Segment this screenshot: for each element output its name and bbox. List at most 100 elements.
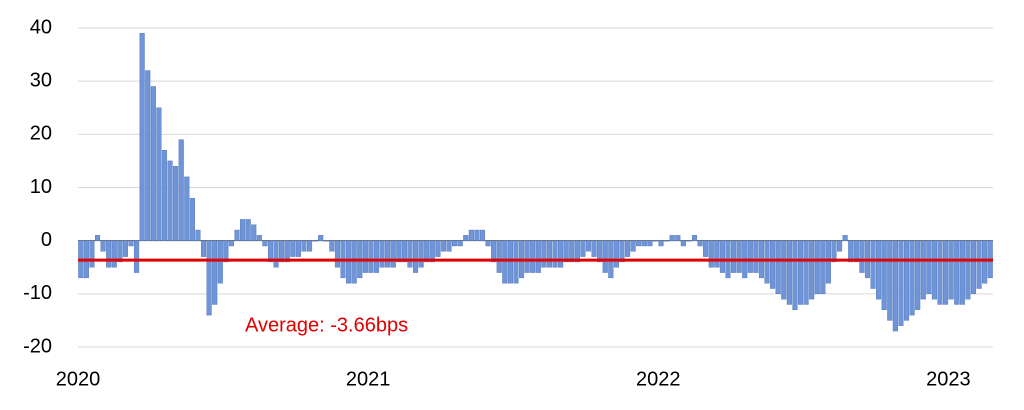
bar: [189, 197, 195, 241]
bar: [680, 240, 686, 247]
bar: [876, 240, 882, 300]
bar: [106, 240, 112, 268]
bar: [909, 240, 915, 316]
bar: [703, 240, 709, 257]
bar: [284, 240, 290, 263]
bar: [94, 235, 101, 241]
bar: [848, 240, 854, 263]
bar: [892, 240, 898, 332]
bar: [664, 240, 670, 242]
bar: [602, 240, 608, 273]
bar: [496, 240, 502, 273]
bar: [262, 240, 268, 247]
bar: [256, 235, 262, 241]
bar: [407, 240, 413, 268]
bar: [597, 240, 603, 263]
bar: [89, 240, 95, 268]
bar: [424, 240, 430, 263]
bar: [457, 240, 463, 247]
bar: [145, 70, 151, 241]
bar: [334, 240, 340, 268]
bar: [731, 240, 737, 273]
bar: [452, 240, 458, 247]
bar: [301, 240, 307, 252]
bar: [468, 229, 474, 241]
bar: [814, 240, 820, 295]
x-tick-label: 2021: [346, 368, 391, 390]
bar: [479, 229, 486, 241]
bar: [139, 33, 145, 241]
y-tick-label: -20: [23, 335, 52, 357]
bar: [346, 240, 352, 284]
bar: [546, 240, 552, 268]
bar: [396, 240, 402, 263]
bar: [770, 240, 776, 289]
bar: [920, 240, 926, 300]
bar: [362, 240, 368, 273]
bar: [223, 240, 229, 263]
bar: [652, 240, 658, 242]
bar: [753, 240, 759, 273]
bar: [524, 240, 530, 273]
bar: [563, 240, 569, 263]
bar: [535, 240, 541, 273]
bar: [446, 240, 452, 252]
bar: [368, 240, 374, 273]
bar: [234, 229, 240, 241]
y-tick-label: 10: [30, 176, 52, 198]
bar: [859, 240, 865, 273]
bar: [825, 240, 831, 284]
bar: [474, 229, 480, 241]
bar: [502, 240, 508, 284]
bar: [937, 240, 943, 305]
bar: [173, 166, 179, 241]
y-tick-label: 30: [30, 69, 52, 91]
bar: [200, 240, 207, 257]
bar: [853, 240, 859, 263]
bar: [312, 240, 318, 242]
bar: [295, 240, 301, 257]
bar: [887, 240, 893, 321]
bar: [485, 240, 491, 247]
bar: [630, 240, 636, 252]
bar: [128, 240, 134, 247]
bar: [943, 240, 949, 305]
bar: [385, 240, 391, 268]
bar: [228, 240, 234, 247]
y-tick-label: 40: [30, 16, 52, 38]
bar: [585, 240, 592, 252]
bar: [931, 240, 937, 300]
bar: [273, 240, 279, 268]
bar: [240, 219, 246, 241]
bar: [574, 240, 580, 263]
bar: [150, 86, 156, 241]
bar: [775, 240, 781, 295]
bar: [290, 240, 296, 257]
bar: [764, 240, 770, 284]
x-tick-label: 2023: [926, 368, 971, 390]
bar: [401, 240, 407, 263]
bar: [781, 240, 787, 300]
bar: [156, 107, 162, 241]
bar: [948, 240, 954, 300]
bar: [195, 229, 201, 241]
bar: [111, 240, 117, 268]
bar: [491, 240, 497, 263]
bar: [117, 240, 123, 263]
bar: [636, 240, 642, 247]
bar: [267, 240, 274, 263]
bar: [842, 235, 848, 241]
bar: [881, 240, 887, 310]
bar: [686, 240, 692, 242]
bar: [463, 235, 469, 241]
bar: [803, 240, 809, 305]
y-tick-label: 0: [41, 229, 52, 251]
bar: [390, 240, 396, 268]
annotation: Average: -3.66bps: [245, 314, 408, 336]
bar: [167, 160, 173, 241]
bar: [719, 240, 725, 273]
bar: [792, 240, 798, 310]
bar: [323, 240, 329, 242]
bar: [619, 240, 625, 263]
